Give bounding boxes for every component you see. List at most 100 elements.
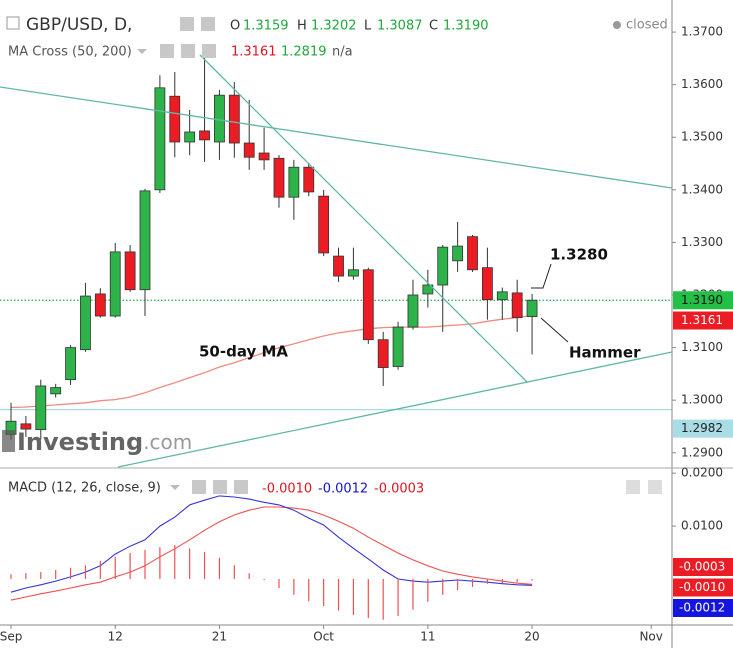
candle-body — [511, 292, 523, 319]
candle-body — [258, 152, 270, 161]
ma-box — [673, 311, 733, 330]
maximize-icon[interactable] — [648, 480, 662, 494]
y-tick-label: 1.3500 — [681, 130, 723, 144]
x-tick-label: Sep — [0, 630, 22, 644]
candle-body — [333, 255, 344, 277]
reference-box-label: 1.2982 — [681, 421, 723, 435]
candle-body — [288, 166, 300, 198]
ohlc-label: O — [230, 19, 240, 34]
candle-body — [20, 423, 32, 430]
trend-line — [199, 54, 528, 383]
candle-body — [214, 94, 225, 143]
candle-body — [184, 131, 196, 143]
logo-text: Investing.com — [17, 428, 192, 456]
candle-body — [65, 347, 76, 381]
settings-icon[interactable] — [181, 44, 195, 58]
y-tick-label: 1.3400 — [681, 182, 723, 196]
collapse-icon[interactable] — [6, 16, 20, 30]
candle-body — [303, 166, 315, 193]
market-status: closed — [626, 18, 668, 33]
candle-body — [318, 195, 330, 254]
price-box-label: 1.3190 — [681, 293, 723, 307]
x-tick-label: 20 — [524, 630, 539, 644]
candle-body — [496, 291, 508, 301]
candle-body — [199, 130, 210, 141]
trend-line — [0, 86, 673, 189]
close-icon[interactable] — [234, 480, 248, 494]
x-tick-label: 21 — [212, 630, 227, 644]
settings-icon[interactable] — [213, 480, 227, 494]
candle-body — [422, 284, 434, 295]
ohlc-value: 1.3087 — [377, 19, 423, 34]
y-tick-label: 1.3300 — [681, 235, 723, 249]
dropdown-icon[interactable] — [170, 485, 180, 490]
indicator-value: 1.3161 — [231, 45, 277, 60]
macd-line — [10, 506, 533, 601]
x-tick-label: 12 — [108, 630, 123, 644]
indicator-title: MA Cross (50, 200) — [8, 45, 132, 60]
candle-body — [154, 87, 166, 191]
candle-body — [437, 246, 449, 286]
ohlc-label: L — [364, 19, 372, 34]
ohlc-value: 1.3190 — [443, 19, 489, 34]
candle-body — [139, 190, 151, 291]
macd-value: -0.0003 — [374, 482, 424, 497]
indicator-value: 1.2819 — [281, 45, 327, 60]
x-tick-label: Oct — [313, 630, 334, 644]
move-up-icon[interactable] — [626, 480, 640, 494]
y-tick-label: 1.3100 — [681, 340, 723, 354]
annotation: Hammer — [569, 344, 641, 362]
x-tick-label: 11 — [420, 630, 435, 644]
ohlc-value: 1.3202 — [311, 19, 357, 34]
annotation: 1.3280 — [550, 246, 608, 264]
price-box — [673, 291, 733, 310]
macd-box-label: -0.0003 — [679, 560, 725, 574]
ohlc-label: C — [429, 19, 438, 34]
candle-body — [467, 236, 478, 271]
annotation-pointer — [531, 263, 552, 289]
candle-body — [80, 295, 91, 351]
macd-box-label: -0.0010 — [679, 580, 725, 594]
candle-body — [109, 251, 121, 317]
eye-icon[interactable] — [160, 44, 174, 58]
candle-body — [35, 385, 47, 431]
candle-body — [169, 95, 181, 143]
annotation-pointer — [540, 317, 569, 343]
macd-box — [673, 578, 733, 597]
candle-body — [243, 142, 255, 158]
macd-box — [673, 558, 733, 576]
candle-body — [392, 326, 404, 367]
macd-line — [10, 495, 533, 593]
status-dot — [613, 21, 621, 29]
candle-body — [228, 94, 240, 144]
candle-body — [452, 245, 464, 262]
candle-body — [482, 267, 493, 301]
macd-title: MACD (12, 26, close, 9) — [8, 481, 161, 496]
dropdown-icon[interactable] — [137, 49, 147, 54]
ohlc-label: H — [297, 19, 307, 34]
candle-body — [407, 294, 419, 328]
settings-icon[interactable] — [201, 17, 215, 31]
y-tick-label: 1.2900 — [681, 445, 723, 459]
ma-box-label: 1.3161 — [681, 313, 723, 327]
y-tick-label: 1.3700 — [681, 25, 723, 39]
y-tick-label: 0.0200 — [681, 466, 723, 480]
candle-body — [348, 269, 359, 277]
eye-icon[interactable] — [180, 17, 194, 31]
eye-icon[interactable] — [192, 480, 206, 494]
series-label: 50-day MA — [199, 343, 288, 361]
candle-body — [526, 299, 538, 317]
y-tick-label: 0.0100 — [681, 519, 723, 533]
candle-body — [362, 269, 374, 341]
candle-body — [273, 157, 285, 198]
ma-line — [10, 314, 533, 409]
close-icon[interactable] — [202, 44, 216, 58]
candle-body — [124, 251, 136, 291]
macd-box-label: -0.0012 — [679, 601, 725, 615]
symbol-title: GBP/USD, D, — [26, 15, 132, 35]
y-tick-label: 1.3000 — [681, 393, 723, 407]
trend-line — [117, 351, 673, 468]
logo-name: Investing — [17, 428, 143, 456]
macd-value: -0.0012 — [318, 482, 368, 497]
